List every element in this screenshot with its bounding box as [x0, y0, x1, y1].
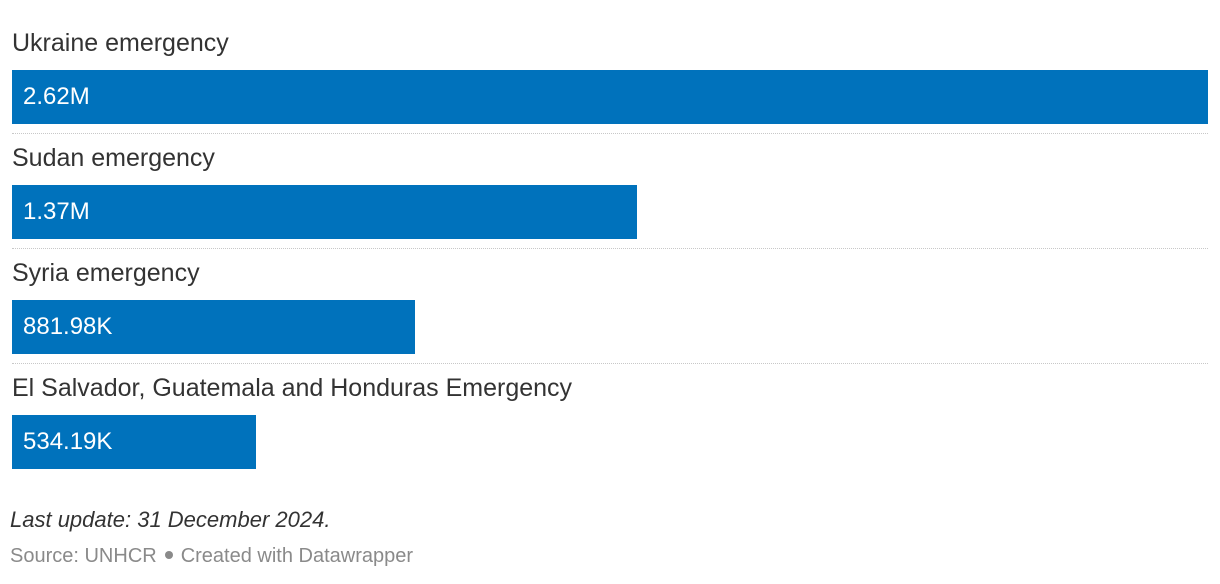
row-separator: [12, 363, 1208, 364]
bar-chart: Ukraine emergency 2.62M Sudan emergency 1.3…: [12, 22, 1208, 482]
category-label: Sudan emergency: [12, 144, 215, 172]
credit-text: Created with Datawrapper: [180, 545, 414, 567]
bar-row: Ukraine emergency 2.62M: [12, 22, 1208, 137]
bar-value-label: 881.98K: [23, 313, 113, 340]
separator-dot-icon: [164, 550, 173, 559]
bar-row: Syria emergency 881.98K: [12, 252, 1208, 367]
chart-footer: Source: UNHCR Created with Datawrapper: [10, 545, 413, 568]
row-separator: [12, 248, 1208, 249]
bar-value-label: 1.37M: [23, 198, 90, 225]
row-separator: [12, 133, 1208, 134]
category-label: Ukraine emergency: [12, 29, 229, 57]
bar-row: Sudan emergency 1.37M: [12, 137, 1208, 252]
bar: [12, 185, 637, 239]
source-text: Source: UNHCR: [10, 545, 157, 567]
bar-value-label: 2.62M: [23, 83, 90, 110]
bar-value-label: 534.19K: [23, 428, 113, 455]
bar-row: El Salvador, Guatemala and Honduras Emer…: [12, 367, 1208, 482]
category-label: Syria emergency: [12, 259, 200, 287]
last-update-note: Last update: 31 December 2024.: [10, 507, 331, 532]
bar: [12, 70, 1208, 124]
bar: [12, 415, 256, 469]
bar: [12, 300, 415, 354]
category-label: El Salvador, Guatemala and Honduras Emer…: [12, 374, 573, 402]
